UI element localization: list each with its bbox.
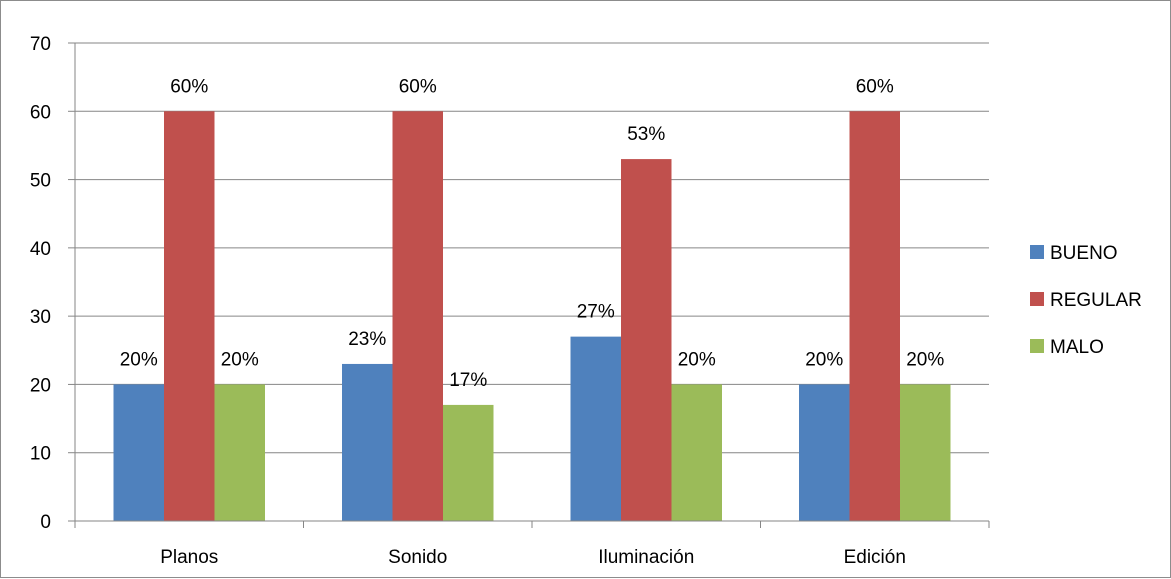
y-tick-label: 40 xyxy=(30,239,51,260)
data-label: 60% xyxy=(399,76,437,97)
data-labels: 20% 60% 20% 23% 60% 17% 27% 53% 20% 20% 60% 20% xyxy=(120,76,945,391)
y-tick-label: 60 xyxy=(30,102,51,123)
bar-malo xyxy=(900,384,951,521)
x-tick-label: Iluminación xyxy=(598,547,694,568)
bar-regular xyxy=(164,111,215,522)
data-label: 60% xyxy=(856,76,894,97)
legend-swatch-regular xyxy=(1030,292,1044,306)
data-label: 17% xyxy=(449,370,487,391)
data-label: 20% xyxy=(805,349,843,370)
data-label: 23% xyxy=(348,329,386,350)
bar-bueno xyxy=(342,363,393,521)
bar-bueno xyxy=(570,336,621,521)
data-label: 20% xyxy=(221,349,259,370)
y-tick-label: 10 xyxy=(30,444,51,465)
legend-label: MALO xyxy=(1050,337,1104,358)
bar-bueno xyxy=(799,384,850,521)
x-tick-label: Edición xyxy=(844,547,906,568)
data-label: 53% xyxy=(627,124,665,145)
bar-bueno xyxy=(113,384,164,521)
bar-regular xyxy=(392,111,443,522)
data-label: 20% xyxy=(906,349,944,370)
bar-malo xyxy=(671,384,722,521)
bar-regular xyxy=(849,111,900,522)
bar-regular xyxy=(621,159,672,522)
data-label: 20% xyxy=(678,349,716,370)
bar-malo xyxy=(214,384,265,521)
y-tick-label: 50 xyxy=(30,171,51,192)
legend: BUENO REGULAR MALO xyxy=(1030,243,1142,358)
legend-label: BUENO xyxy=(1050,243,1118,264)
legend-swatch-malo xyxy=(1030,339,1044,353)
y-tick-label: 70 xyxy=(30,34,51,55)
y-tick-label: 30 xyxy=(30,307,51,328)
y-tick-label: 0 xyxy=(40,512,51,533)
x-tick-label: Sonido xyxy=(388,547,447,568)
axes: 0 10 20 30 40 50 60 70 Planos Sonido Iluminación Ed… xyxy=(30,34,990,568)
x-tick-label: Planos xyxy=(160,547,218,568)
legend-swatch-bueno xyxy=(1030,245,1044,259)
y-tick-label: 20 xyxy=(30,375,51,396)
bar-malo xyxy=(443,404,494,521)
bars xyxy=(113,111,951,522)
data-label: 60% xyxy=(170,76,208,97)
data-label: 27% xyxy=(577,302,615,323)
data-label: 20% xyxy=(120,349,158,370)
legend-label: REGULAR xyxy=(1050,290,1142,311)
